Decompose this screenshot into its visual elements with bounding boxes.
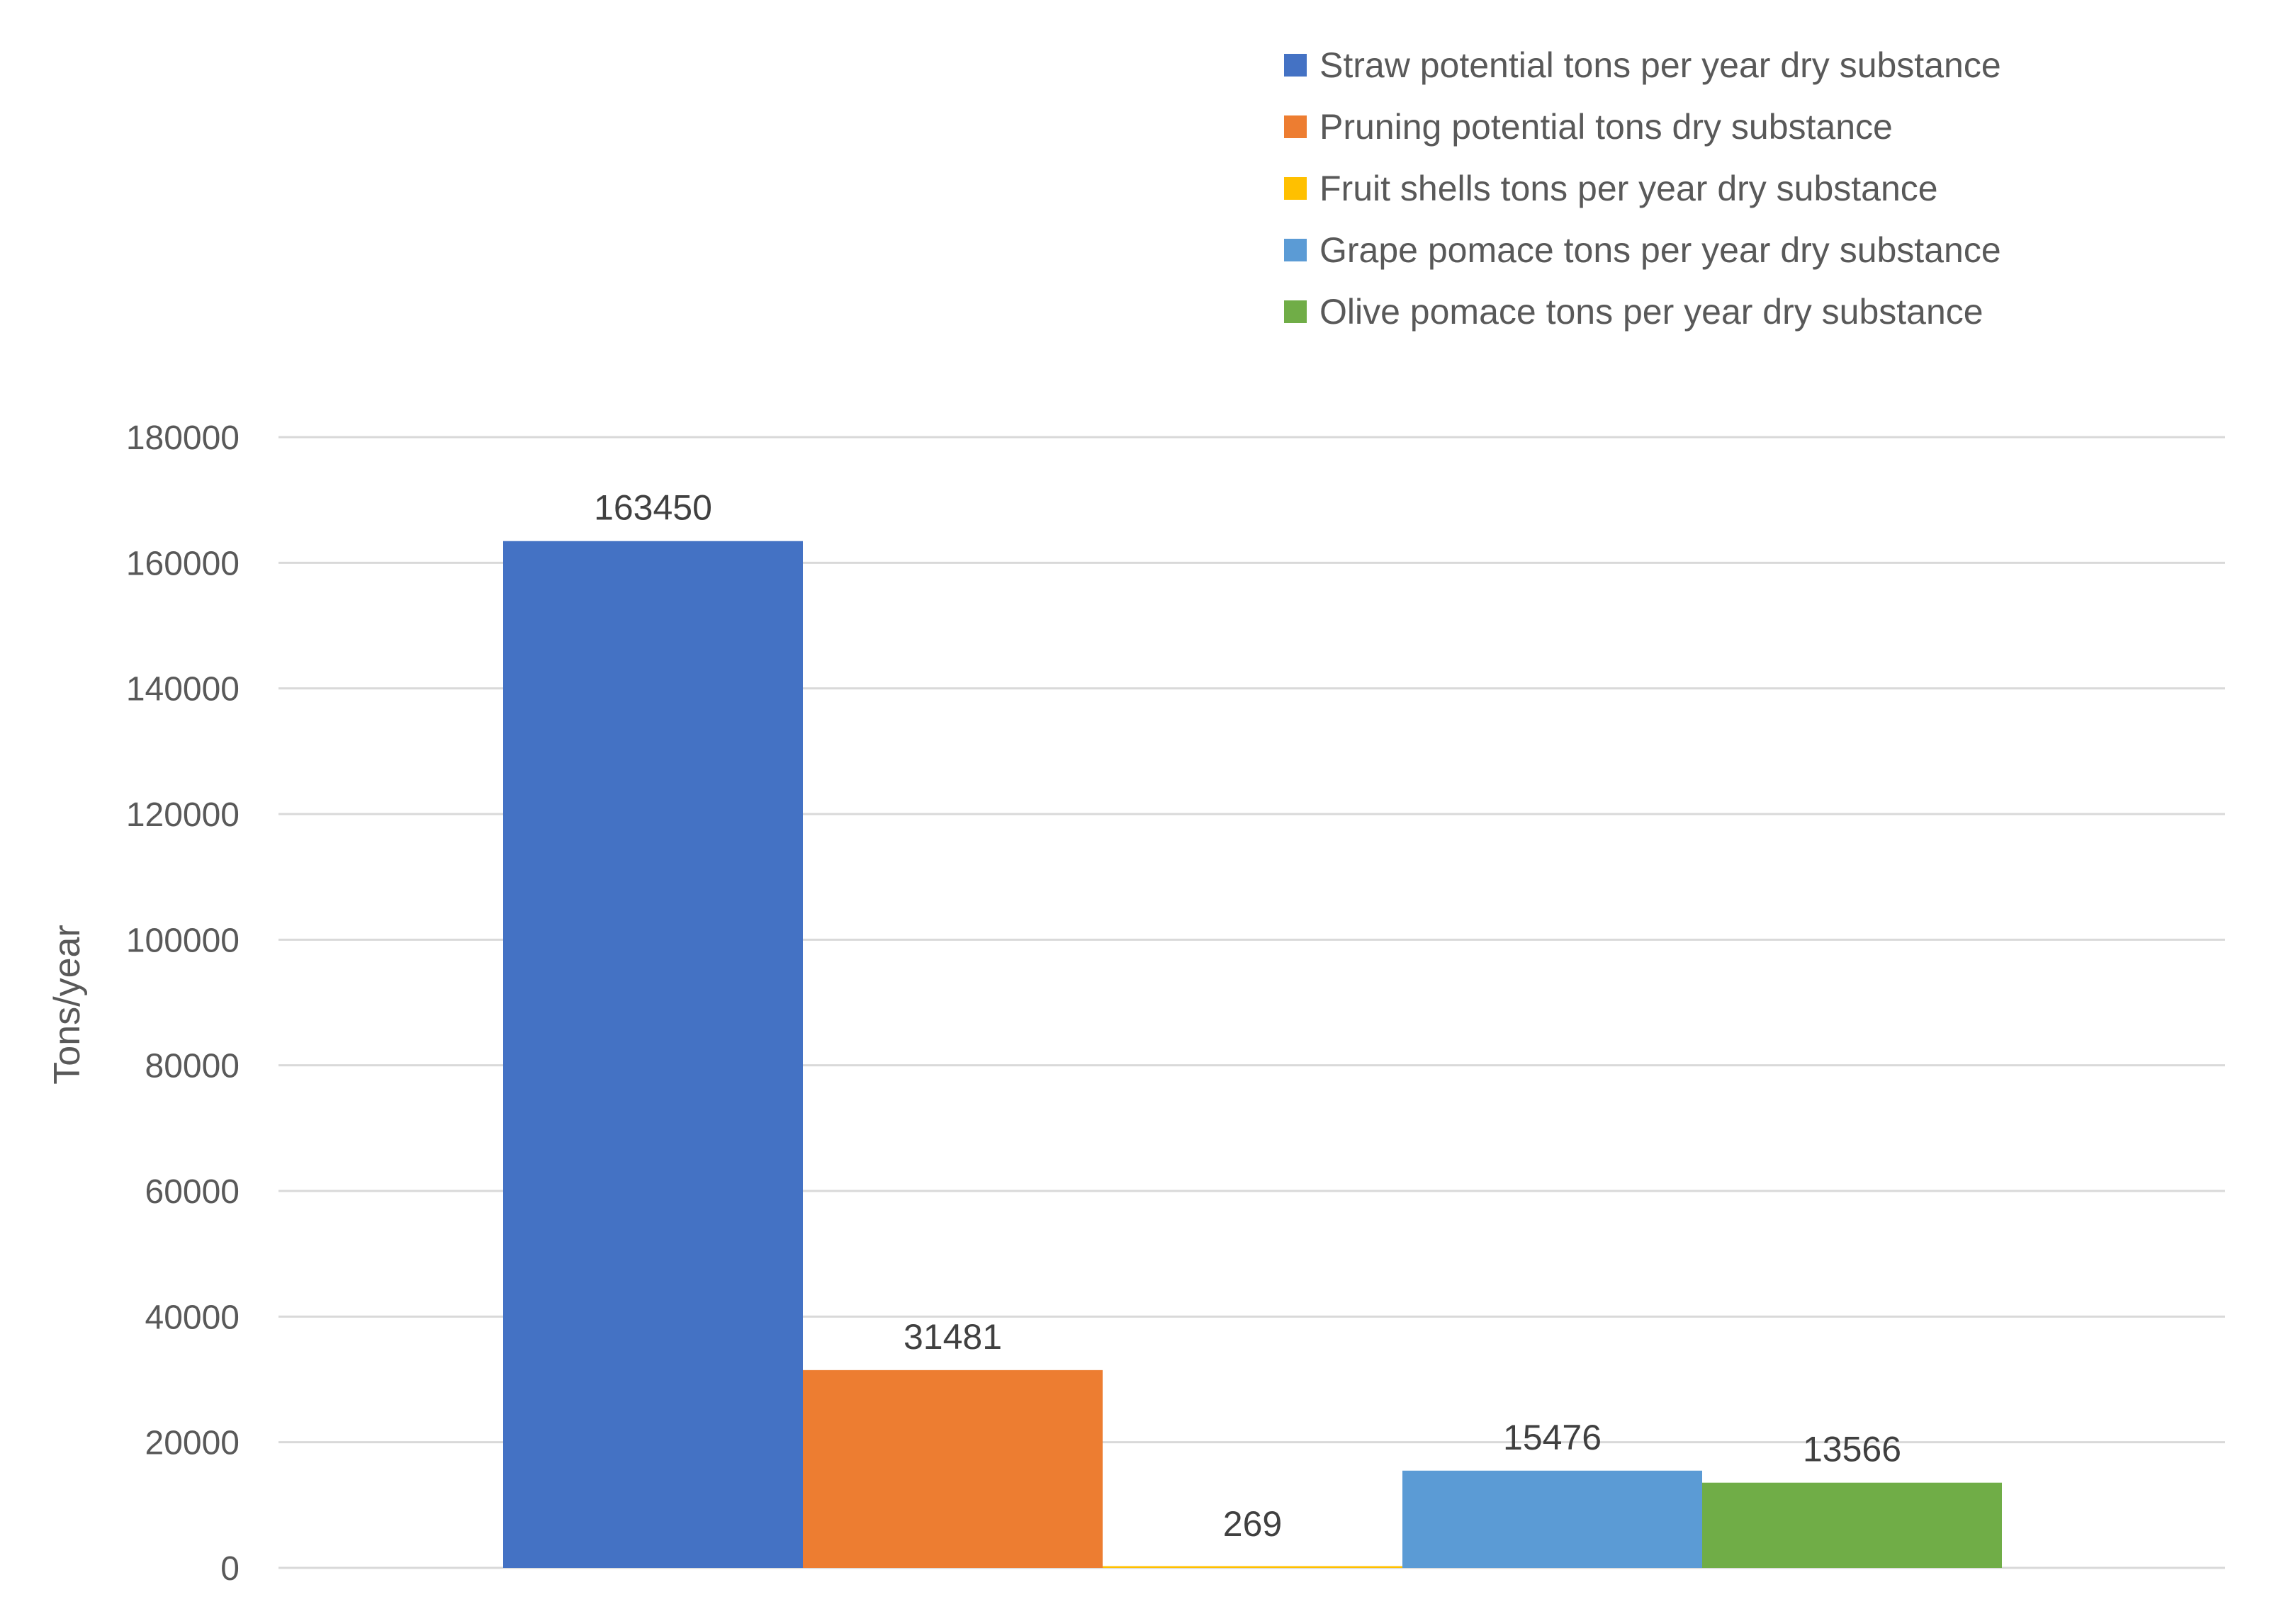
y-axis-title: Tons/year bbox=[47, 925, 88, 1084]
legend-swatch-3 bbox=[1284, 177, 1307, 200]
data-labels: 163450 31481 269 15476 13566 bbox=[594, 488, 1901, 1544]
legend-swatch-1 bbox=[1284, 54, 1307, 77]
legend-label-1: Straw potential tons per year dry substa… bbox=[1319, 45, 2001, 85]
y-tick-label: 180000 bbox=[126, 419, 240, 457]
y-axis-ticks: 0 20000 40000 60000 80000 100000 120000 140000 1… bbox=[126, 419, 240, 1588]
legend: Straw potential tons per year dry substa… bbox=[1284, 45, 2001, 332]
bar-series-4 bbox=[1402, 1470, 1702, 1568]
legend-label-3: Fruit shells tons per year dry substance bbox=[1319, 169, 1938, 208]
y-tick-label: 0 bbox=[220, 1550, 240, 1588]
y-tick-label: 80000 bbox=[145, 1048, 240, 1085]
y-tick-label: 100000 bbox=[126, 922, 240, 959]
y-tick-label: 140000 bbox=[126, 671, 240, 708]
bar-series-2 bbox=[803, 1369, 1103, 1568]
legend-label-4: Grape pomace tons per year dry substance bbox=[1319, 230, 2001, 270]
legend-swatch-2 bbox=[1284, 115, 1307, 138]
bars bbox=[503, 541, 2002, 1568]
data-label-series-4: 15476 bbox=[1503, 1418, 1602, 1457]
data-label-series-1: 163450 bbox=[594, 488, 712, 528]
bar-series-1 bbox=[503, 541, 803, 1568]
y-tick-label: 40000 bbox=[145, 1299, 240, 1336]
legend-label-2: Pruning potential tons dry substance bbox=[1319, 107, 1893, 147]
bar-series-5 bbox=[1702, 1482, 2002, 1568]
data-label-series-5: 13566 bbox=[1803, 1430, 1901, 1469]
y-tick-label: 160000 bbox=[126, 545, 240, 582]
legend-label-5: Olive pomace tons per year dry substance bbox=[1319, 292, 1983, 332]
bar-series-3 bbox=[1103, 1566, 1402, 1568]
y-tick-label: 120000 bbox=[126, 796, 240, 834]
legend-swatch-5 bbox=[1284, 300, 1307, 323]
y-tick-label: 20000 bbox=[145, 1425, 240, 1462]
data-label-series-2: 31481 bbox=[904, 1317, 1002, 1357]
data-label-series-3: 269 bbox=[1223, 1504, 1282, 1544]
legend-swatch-4 bbox=[1284, 239, 1307, 261]
y-tick-label: 60000 bbox=[145, 1173, 240, 1211]
